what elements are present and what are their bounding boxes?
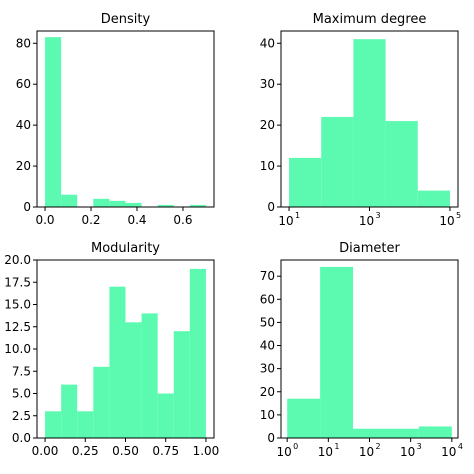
modularity-title: Modularity xyxy=(91,241,160,256)
modularity-bar xyxy=(141,313,158,438)
maximum-degree-bar xyxy=(417,190,450,207)
diameter-title: Diameter xyxy=(339,241,400,256)
modularity-panel: Modularity 0.0 2.5 5.0 7.5 10.0 12.5 15.0 17.5 20… xyxy=(4,241,219,458)
maximum-degree-xtick-exponent: 5 xyxy=(456,211,461,220)
diameter-xtick-exponent: 1 xyxy=(334,442,339,451)
maximum-degree-bar xyxy=(353,39,386,207)
density-bar xyxy=(45,37,62,208)
density-bar xyxy=(189,204,206,207)
density-bar xyxy=(93,198,110,207)
maximum-degree-xtick-exponent: 3 xyxy=(376,211,381,220)
maximum-degree-bar xyxy=(289,157,322,207)
maximum-degree-title: Maximum degree xyxy=(313,12,427,27)
modularity-ytick-label: 10.0 xyxy=(4,342,31,356)
diameter-bar xyxy=(385,428,419,438)
density-ytick-label: 40 xyxy=(16,118,31,132)
diameter-bar xyxy=(320,266,354,438)
modularity-xtick-label: 0.50 xyxy=(112,444,139,458)
diameter-bar xyxy=(418,426,452,438)
modularity-bar xyxy=(77,411,94,438)
density-ytick-label: 20 xyxy=(16,159,31,173)
diameter-bar xyxy=(287,398,321,438)
modularity-xtick-label: 1.00 xyxy=(193,444,220,458)
diameter-xtick-exponent: 2 xyxy=(376,442,381,451)
density-bar xyxy=(125,202,142,207)
modularity-bar xyxy=(45,411,62,438)
modularity-bar xyxy=(189,268,206,438)
diameter-xtick-label: 10 xyxy=(441,445,456,459)
diameter-ytick-label: 10 xyxy=(260,408,275,422)
diameter-ytick-label: 20 xyxy=(260,385,275,399)
modularity-xtick-label: 0.75 xyxy=(152,444,179,458)
modularity-xtick-label: 0.25 xyxy=(72,444,99,458)
diameter-xtick-exponent: 3 xyxy=(417,442,422,451)
modularity-ytick-label: 5.0 xyxy=(12,387,31,401)
maximum-degree-xtick-label: 10 xyxy=(278,214,293,228)
modularity-bar xyxy=(61,384,78,438)
modularity-bar xyxy=(173,331,190,438)
maximum-degree-xtick-exponent: 1 xyxy=(295,211,300,220)
density-xtick-label: 0.6 xyxy=(173,213,192,227)
modularity-xtick-label: 0.00 xyxy=(32,444,59,458)
diameter-xtick-label: 10 xyxy=(318,445,333,459)
density-bar xyxy=(61,194,78,207)
density-axes-frame xyxy=(36,30,215,208)
maximum-degree-ytick-label: 30 xyxy=(260,77,275,91)
diameter-ytick-label: 40 xyxy=(260,339,275,353)
modularity-bar xyxy=(93,366,110,438)
diameter-ytick-label: 60 xyxy=(260,292,275,306)
diameter-ytick-label: 30 xyxy=(260,362,275,376)
diameter-ytick-label: 0 xyxy=(267,431,275,445)
density-ytick-label: 60 xyxy=(16,77,31,91)
maximum-degree-ytick-label: 40 xyxy=(260,36,275,50)
modularity-ytick-label: 17.5 xyxy=(4,275,31,289)
maximum-degree-ytick-label: 0 xyxy=(267,200,275,214)
maximum-degree-ytick-label: 20 xyxy=(260,118,275,132)
density-title: Density xyxy=(101,12,151,27)
modularity-bar xyxy=(125,322,142,438)
diameter-bar xyxy=(353,428,386,438)
maximum-degree-bar xyxy=(385,121,418,207)
diameter-xtick-label: 10 xyxy=(400,445,415,459)
density-xtick-label: 0.4 xyxy=(127,213,146,227)
density-ytick-label: 0 xyxy=(23,200,31,214)
maximum-degree-bar xyxy=(321,116,354,207)
maximum-degree-xtick-label: 10 xyxy=(359,214,374,228)
modularity-ytick-label: 0.0 xyxy=(12,431,31,445)
density-bar xyxy=(157,204,174,207)
modularity-ytick-label: 12.5 xyxy=(4,320,31,334)
density-xtick-label: 0.0 xyxy=(35,213,54,227)
diameter-xtick-label: 10 xyxy=(359,445,374,459)
density-xtick-label: 0.2 xyxy=(81,213,100,227)
density-ytick-label: 80 xyxy=(16,36,31,50)
modularity-ytick-label: 7.5 xyxy=(12,364,31,378)
modularity-ytick-label: 2.5 xyxy=(12,409,31,423)
diameter-xtick-label: 10 xyxy=(277,445,292,459)
modularity-bar xyxy=(109,286,126,438)
modularity-ytick-label: 20.0 xyxy=(4,253,31,267)
density-bar xyxy=(109,200,126,207)
modularity-ytick-label: 15.0 xyxy=(4,298,31,312)
density-panel: Density 0 20 40 60 80 0.0 0.2 0.4 0.6 xyxy=(16,12,215,227)
diameter-ytick-label: 70 xyxy=(260,269,275,283)
diameter-xtick-exponent: 0 xyxy=(293,442,298,451)
diameter-ytick-label: 50 xyxy=(260,315,275,329)
maximum-degree-ytick-label: 10 xyxy=(260,159,275,173)
maximum-degree-xtick-label: 10 xyxy=(439,214,454,228)
modularity-bar xyxy=(157,393,174,438)
diameter-xtick-exponent: 4 xyxy=(458,442,463,451)
